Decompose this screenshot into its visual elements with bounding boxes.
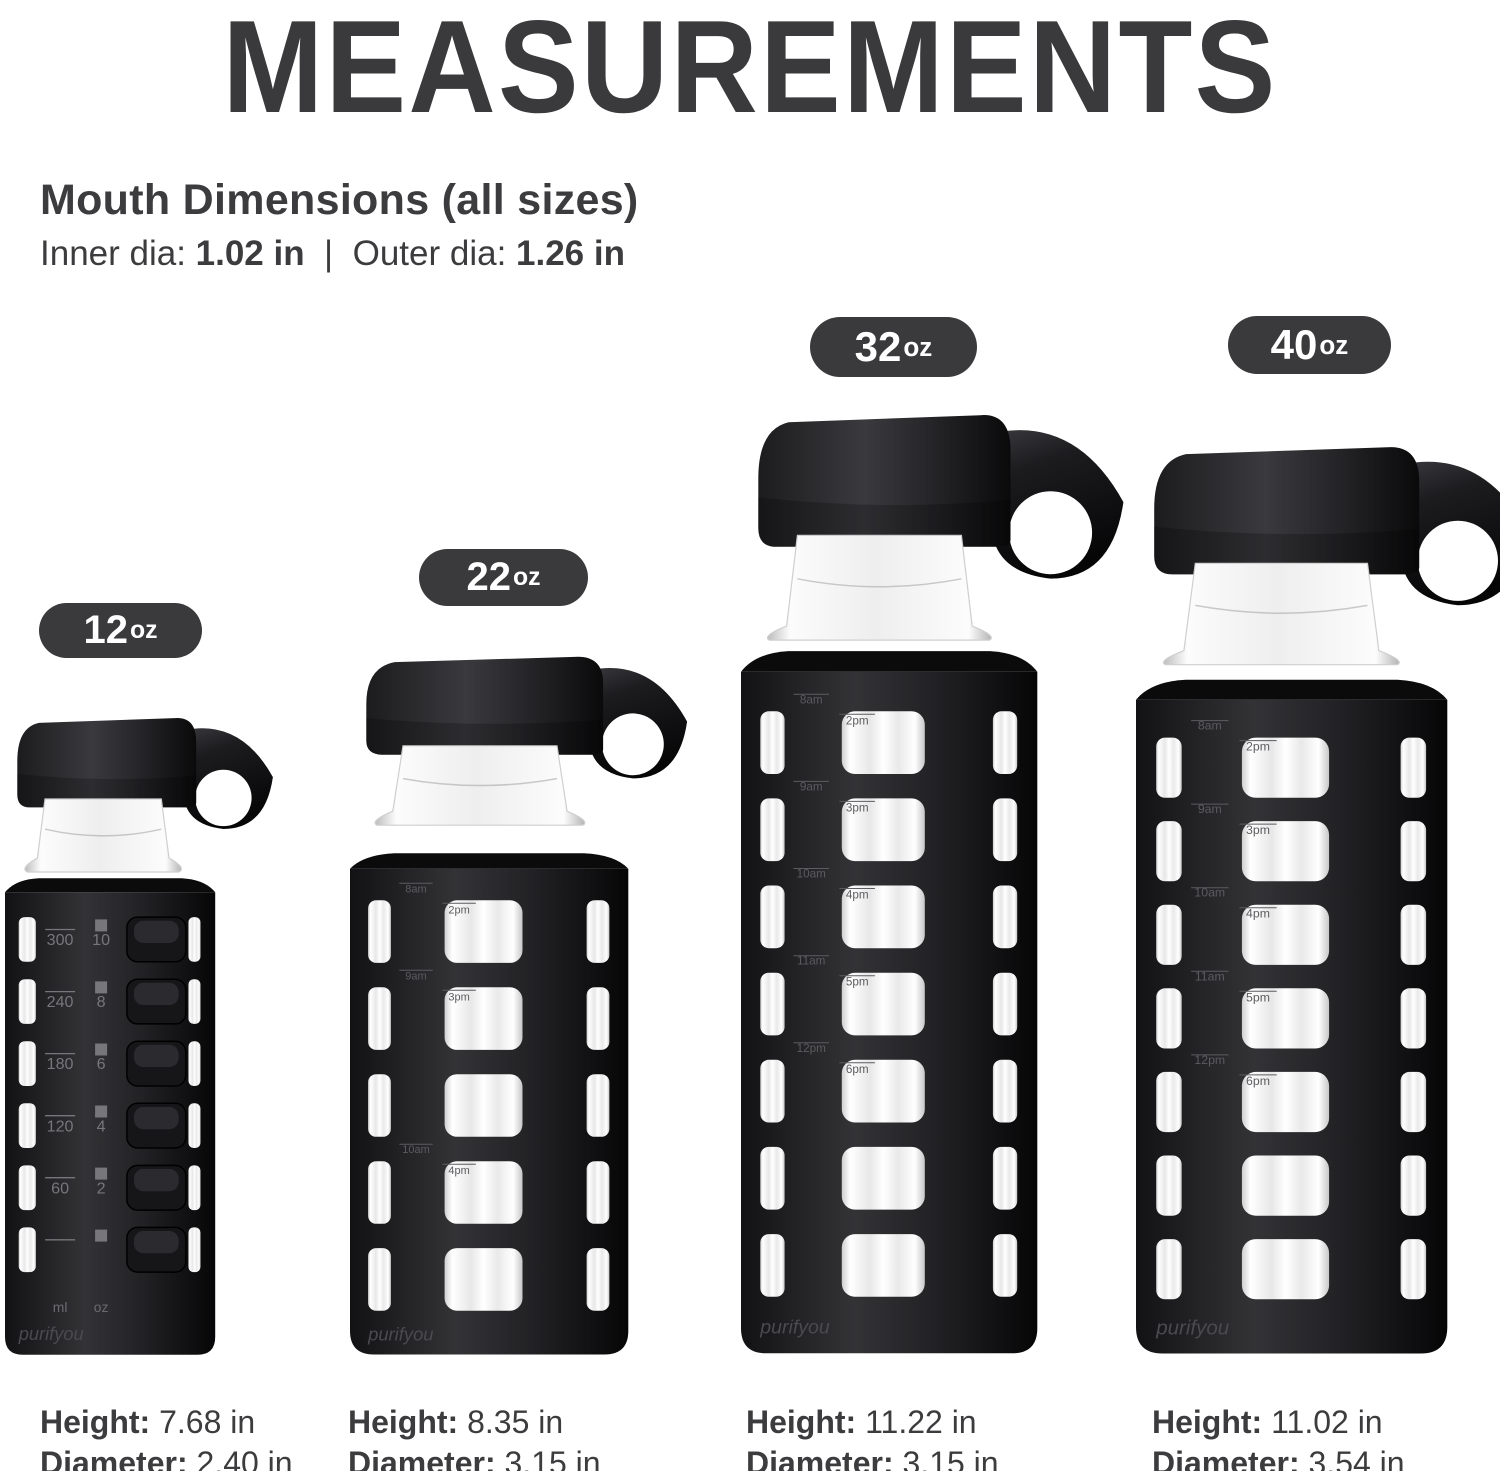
svg-text:4pm: 4pm	[448, 1165, 469, 1177]
svg-text:6pm: 6pm	[1246, 1074, 1270, 1088]
svg-text:6pm: 6pm	[846, 1063, 869, 1076]
svg-text:180: 180	[47, 1055, 74, 1073]
svg-text:10am: 10am	[797, 868, 826, 881]
svg-text:8am: 8am	[800, 693, 823, 706]
svg-text:12pm: 12pm	[797, 1042, 826, 1055]
svg-text:120: 120	[47, 1117, 74, 1135]
svg-text:purifyou: purifyou	[367, 1323, 433, 1344]
svg-text:3pm: 3pm	[1246, 823, 1270, 837]
svg-text:purifyou: purifyou	[18, 1323, 84, 1344]
svg-text:2: 2	[97, 1179, 106, 1197]
svg-text:9am: 9am	[405, 970, 426, 982]
svg-text:5pm: 5pm	[846, 976, 869, 989]
svg-text:2pm: 2pm	[1246, 740, 1270, 754]
svg-text:purifyou: purifyou	[1155, 1316, 1229, 1339]
svg-text:10: 10	[92, 931, 110, 949]
svg-text:11am: 11am	[797, 955, 825, 968]
svg-text:6: 6	[97, 1055, 106, 1073]
svg-text:300: 300	[47, 931, 74, 949]
svg-text:8am: 8am	[405, 883, 426, 895]
svg-text:purifyou: purifyou	[759, 1316, 830, 1338]
svg-text:4: 4	[97, 1117, 106, 1135]
svg-text:3pm: 3pm	[448, 991, 469, 1003]
svg-text:4pm: 4pm	[1246, 907, 1270, 921]
svg-text:2pm: 2pm	[448, 904, 469, 916]
svg-text:240: 240	[47, 993, 74, 1011]
svg-text:9am: 9am	[800, 780, 823, 793]
svg-text:oz: oz	[94, 1299, 109, 1315]
svg-text:60: 60	[51, 1179, 69, 1197]
svg-text:10am: 10am	[402, 1144, 430, 1156]
svg-text:2pm: 2pm	[846, 714, 869, 727]
svg-text:ml: ml	[53, 1299, 68, 1315]
svg-text:4pm: 4pm	[846, 889, 869, 902]
svg-text:5pm: 5pm	[1246, 990, 1270, 1004]
svg-text:3pm: 3pm	[846, 801, 869, 814]
svg-text:8: 8	[97, 993, 106, 1011]
